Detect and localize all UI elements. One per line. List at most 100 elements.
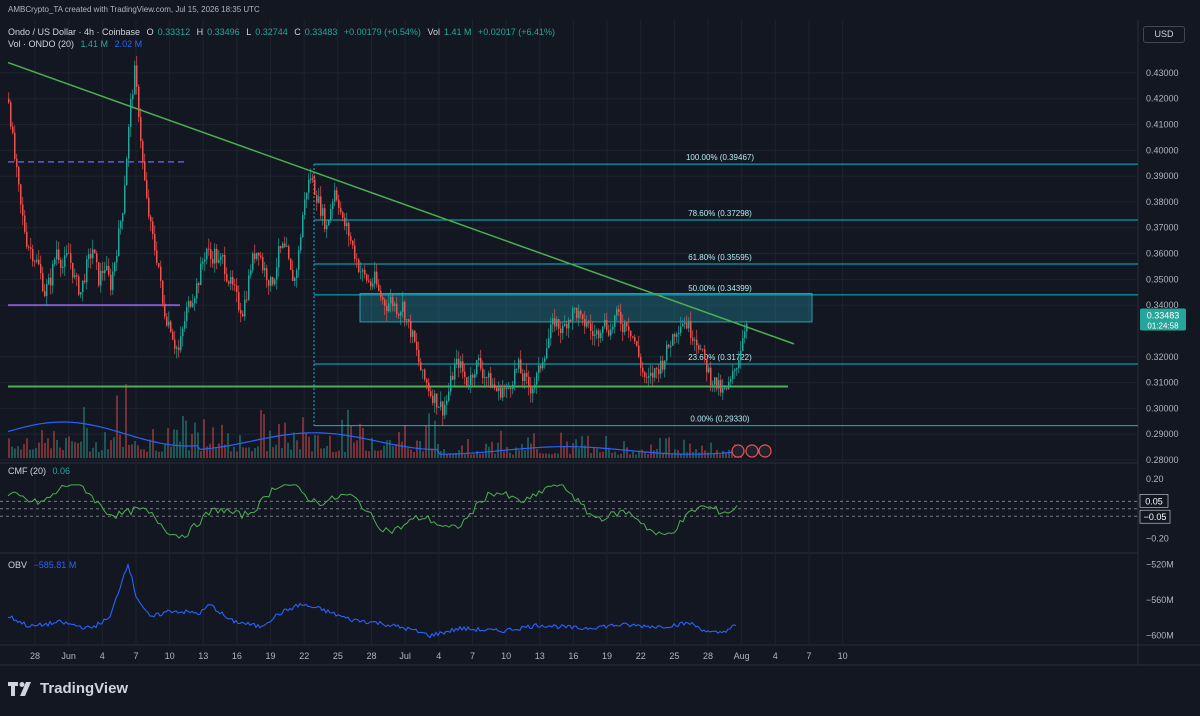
volume-bar <box>413 451 415 458</box>
volume-bar <box>689 443 691 458</box>
volume-bar <box>599 452 601 458</box>
volume-bar <box>230 451 232 458</box>
volume-bar <box>89 451 91 458</box>
candle-body <box>476 360 478 375</box>
volume-bar <box>317 435 319 458</box>
candle-body <box>276 267 278 280</box>
volume-bar <box>38 442 40 458</box>
candle-body <box>64 255 66 267</box>
volume-bar <box>719 454 721 458</box>
volume-bar <box>107 449 109 458</box>
candle-body <box>84 280 86 283</box>
event-flag-icon <box>758 444 772 458</box>
candle-body <box>554 318 556 327</box>
cmf-label: CMF (20) <box>8 466 46 476</box>
volume-bar <box>50 448 52 458</box>
volume-bar <box>602 451 604 458</box>
candle-body <box>76 275 78 277</box>
candle-body <box>502 388 504 398</box>
volume-bar <box>449 453 451 458</box>
volume-bar <box>551 454 553 458</box>
volume-bar <box>197 432 199 458</box>
volume-bar <box>452 454 454 458</box>
candle-body <box>424 369 426 380</box>
volume-bar <box>584 445 586 458</box>
candle-body <box>260 255 262 258</box>
candle-body <box>734 369 736 372</box>
fib-level-label: 0.00% (0.29330) <box>690 415 749 424</box>
volume-bar <box>347 409 349 458</box>
candle-body <box>676 334 678 337</box>
candle-body <box>712 384 714 386</box>
currency-button[interactable]: USD <box>1143 26 1185 43</box>
volume-bar <box>695 449 697 458</box>
cmf-legend[interactable]: CMF (20) 0.06 <box>8 466 74 476</box>
symbol-legend[interactable]: Ondo / US Dollar · 4h · Coinbase O 0.3331… <box>8 27 559 37</box>
candle-body <box>400 311 402 316</box>
volume-bar <box>44 442 46 458</box>
volume-bar <box>620 453 622 458</box>
candle-body <box>672 334 674 346</box>
volume-bar <box>629 454 631 458</box>
volume-bar <box>632 451 634 458</box>
candle-body <box>412 330 414 337</box>
volume-bar <box>641 449 643 458</box>
volume-bar <box>209 443 211 458</box>
volume-bar <box>509 452 511 458</box>
candle-body <box>86 259 88 283</box>
obv-line <box>7 562 737 639</box>
volume-legend[interactable]: Vol · ONDO (20) 1.41 M 2.02 M <box>8 39 146 49</box>
candle-body <box>608 330 610 336</box>
candle-body <box>384 299 386 306</box>
volume-bar <box>467 439 469 458</box>
fib-level-label: 50.00% (0.34399) <box>688 284 752 293</box>
volume-bar <box>113 437 115 458</box>
candle-body <box>200 263 202 286</box>
candle-body <box>350 236 352 241</box>
candle-body <box>638 345 640 357</box>
volume-bar <box>275 444 277 458</box>
candle-body <box>438 407 440 408</box>
candle-body <box>318 196 320 203</box>
volume-bar <box>305 432 307 458</box>
candle-body <box>40 264 42 274</box>
candle-body <box>300 237 302 251</box>
candle-body <box>324 208 326 229</box>
candle-body <box>56 249 58 260</box>
obv-legend[interactable]: OBV −585.81 M <box>8 560 80 570</box>
volume-bar <box>218 443 220 458</box>
candle-body <box>404 301 406 321</box>
candle-body <box>330 209 332 221</box>
candle-body <box>320 196 322 216</box>
candle-body <box>258 252 260 256</box>
volume-bar <box>512 454 514 458</box>
volume-bar <box>26 438 28 458</box>
symbol-name: Ondo / US Dollar · 4h · Coinbase <box>8 27 141 37</box>
candle-body <box>38 259 40 265</box>
candle-body <box>92 249 94 259</box>
volume-bar <box>71 441 73 458</box>
candle-body <box>714 377 716 385</box>
candle-body <box>660 360 662 374</box>
volume-bar <box>14 448 16 458</box>
volume-bar <box>215 448 217 458</box>
price-axis-label: 0.30000 <box>1146 403 1179 413</box>
candle-body <box>344 217 346 227</box>
volume-bar <box>221 424 223 458</box>
tradingview-logo[interactable]: TradingView <box>8 680 128 697</box>
candle-body <box>684 322 686 325</box>
cmf-badge-upper-value: 0.05 <box>1145 496 1163 506</box>
candle-body <box>524 373 526 381</box>
candle-body <box>106 265 108 271</box>
price-axis-label: 0.42000 <box>1146 94 1179 104</box>
candle-body <box>658 369 660 374</box>
candle-body <box>120 221 122 229</box>
volume-bar <box>503 451 505 458</box>
candle-body <box>282 243 284 248</box>
volume-bar <box>80 441 82 458</box>
volume-bar <box>134 441 136 458</box>
candle-body <box>586 322 588 327</box>
volume-bar <box>494 453 496 458</box>
volume-bar <box>287 442 289 458</box>
candle-body <box>178 347 180 351</box>
